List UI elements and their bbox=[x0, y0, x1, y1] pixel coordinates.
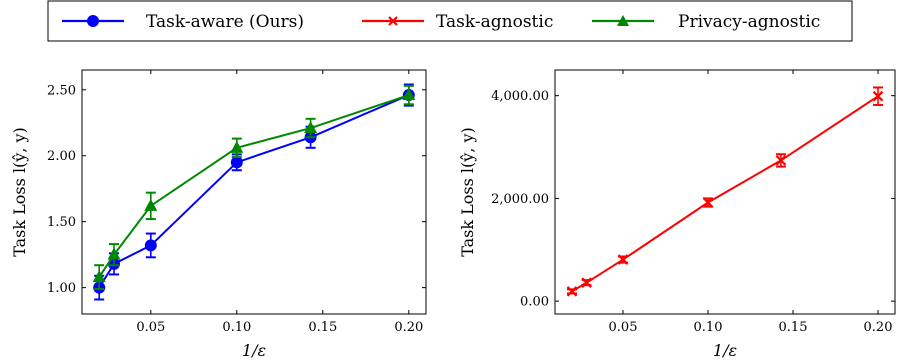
x-tick-label: 0.15 bbox=[308, 320, 337, 335]
legend-label-privacy-agnostic: Privacy-agnostic bbox=[678, 12, 820, 32]
y-axis-title: Task Loss l(ŷ, y) bbox=[458, 127, 477, 257]
series-line bbox=[98, 94, 410, 289]
data-point bbox=[581, 277, 592, 288]
legend-marker-task-aware bbox=[87, 15, 99, 27]
data-point bbox=[304, 121, 318, 134]
x-tick-label: 0.20 bbox=[864, 320, 893, 335]
data-point bbox=[92, 270, 106, 283]
data-point bbox=[107, 247, 121, 260]
legend-label-task-agnostic: Task-agnostic bbox=[436, 12, 553, 32]
plot-frame bbox=[554, 69, 896, 315]
legend-box bbox=[47, 0, 853, 42]
series-task-agnostic bbox=[566, 86, 884, 297]
data-point bbox=[702, 197, 714, 208]
x-tick-label: 0.10 bbox=[694, 320, 723, 335]
series-line bbox=[98, 94, 410, 278]
x-axis-title: 1/ε bbox=[713, 341, 737, 360]
series-task-aware-ours- bbox=[93, 83, 415, 301]
x-tick-label: 0.05 bbox=[609, 320, 638, 335]
y-tick-label: 2.50 bbox=[47, 83, 76, 98]
y-tick-label: 2.00 bbox=[47, 149, 76, 164]
x-axis-title: 1/ε bbox=[242, 341, 266, 360]
y-axis-title: Task Loss l(ŷ, y) bbox=[10, 127, 29, 257]
x-tick-label: 0.10 bbox=[222, 320, 251, 335]
y-tick-label: 2,000.00 bbox=[491, 192, 549, 207]
data-point bbox=[402, 88, 416, 101]
legend-item-privacy-agnostic: Privacy-agnostic bbox=[592, 12, 820, 32]
data-point bbox=[144, 198, 158, 211]
chart-panel-1: 0.05 0.10 0.15 0.20 1.00 1.50 2.00 2.50 1/ε Task … bbox=[10, 69, 427, 360]
chart-panel-2: 0.05 0.10 0.15 0.20 0.00 2,000.00 4,000.00 1/ε T… bbox=[458, 69, 896, 360]
data-point bbox=[566, 286, 578, 297]
legend-item-task-aware: Task-aware (Ours) bbox=[62, 12, 304, 32]
legend-marker-task-agnostic bbox=[388, 16, 398, 26]
data-point bbox=[872, 90, 884, 102]
plot-frame bbox=[81, 69, 427, 315]
y-tick-label: 1.00 bbox=[47, 281, 76, 296]
x-tick-label: 0.05 bbox=[136, 320, 165, 335]
x-tick-label: 0.20 bbox=[394, 320, 423, 335]
y-tick-label: 4,000.00 bbox=[491, 89, 549, 104]
data-point bbox=[617, 254, 629, 265]
series-privacy-agnostic bbox=[92, 84, 416, 290]
legend-label-task-aware: Task-aware (Ours) bbox=[146, 12, 304, 32]
data-point bbox=[775, 155, 787, 166]
data-point bbox=[144, 239, 157, 252]
series-line bbox=[571, 95, 879, 293]
data-point bbox=[230, 156, 243, 169]
charts: 0.05 0.10 0.15 0.20 1.00 1.50 2.00 2.50 1/ε Task … bbox=[10, 69, 896, 360]
x-tick-label: 0.15 bbox=[779, 320, 808, 335]
data-point bbox=[230, 140, 244, 153]
legend-item-task-agnostic: Task-agnostic bbox=[362, 12, 553, 32]
legend-marker-privacy-agnostic bbox=[617, 15, 629, 26]
y-tick-label: 0.00 bbox=[520, 295, 549, 310]
y-tick-label: 1.50 bbox=[47, 215, 76, 230]
legend: Task-aware (Ours) Task-agnostic Privacy-… bbox=[47, 0, 853, 42]
